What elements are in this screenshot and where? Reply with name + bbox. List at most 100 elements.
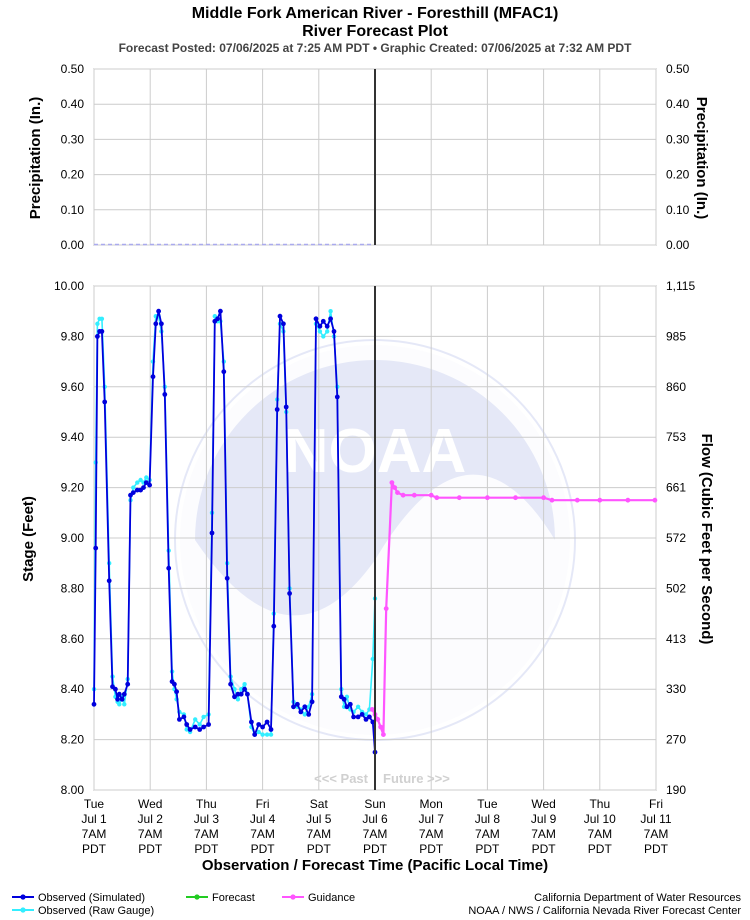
stage-tick-label: 9.00 <box>61 531 85 545</box>
time-tick-label: Jul 10 <box>584 812 616 826</box>
stage-tick-label: 8.40 <box>61 682 85 696</box>
time-tick-label: 7AM <box>194 827 219 841</box>
observed-raw-gauge-point <box>256 729 261 735</box>
guidance-point <box>392 485 398 490</box>
legend-label-forecast: Forecast <box>212 892 255 904</box>
guidance-point <box>375 717 381 722</box>
observed-simulated-point <box>102 399 108 405</box>
observed-simulated-point <box>106 578 112 584</box>
observed-simulated-point <box>281 321 286 327</box>
observed-simulated-point <box>331 329 337 334</box>
time-tick-label: PDT <box>138 842 163 856</box>
time-tick-label: Fri <box>256 797 270 811</box>
observed-simulated-point <box>181 714 187 720</box>
precipitation-series <box>94 69 376 246</box>
observed-raw-gauge-point <box>370 656 375 662</box>
observed-simulated-point <box>271 623 277 629</box>
observed-simulated-point <box>119 696 125 702</box>
observed-raw-gauge-point <box>99 316 105 321</box>
observed-simulated-point <box>242 686 248 692</box>
stage-tick-label: 8.60 <box>61 632 85 646</box>
stage-tick-label: 8.20 <box>61 733 85 747</box>
time-tick-label: Jul 8 <box>475 812 501 826</box>
chart-subtitle: Forecast Posted: 07/06/2025 at 7:25 AM P… <box>119 41 633 55</box>
legend-label-guidance: Guidance <box>308 892 355 904</box>
guidance-point <box>652 497 658 503</box>
observed-simulated-point <box>162 392 168 397</box>
observed-simulated-point <box>317 323 323 329</box>
observed-simulated-point <box>159 321 164 327</box>
precipitation-tick-label-right: 0.40 <box>666 97 690 111</box>
observed-simulated-point <box>302 704 308 710</box>
credit-line-2: NOAA / NWS / California Nevada River For… <box>468 905 741 917</box>
observed-simulated-point <box>232 694 237 700</box>
guidance-point <box>434 495 440 501</box>
observed-simulated-point <box>287 591 292 596</box>
time-tick-label: Wed <box>531 797 555 811</box>
time-tick-label: Thu <box>589 797 610 811</box>
precipitation-right-axis-label: Precipitation (In.) <box>693 97 710 220</box>
observed-simulated-point <box>130 490 136 495</box>
time-tick-label: Jul 11 <box>640 812 671 826</box>
observed-simulated-point <box>235 691 241 697</box>
observed-simulated-point <box>344 704 350 710</box>
chart-title-line2: River Forecast Plot <box>302 23 449 40</box>
time-tick-label: Jul 4 <box>250 812 276 826</box>
observed-raw-gauge-point <box>193 717 198 722</box>
observed-simulated-point <box>192 724 198 730</box>
observed-simulated-point <box>201 724 207 730</box>
observed-simulated-point <box>115 696 120 702</box>
time-tick-label: 7AM <box>587 827 612 841</box>
observed-simulated-point <box>174 689 180 695</box>
legend-label-observed-raw-gauge: Observed (Raw Gauge) <box>38 905 154 917</box>
observed-raw-gauge-point <box>131 485 136 490</box>
time-tick-label: PDT <box>532 842 557 856</box>
observed-simulated-point <box>291 704 296 710</box>
observed-simulated-point <box>143 480 149 485</box>
observed-simulated-point <box>156 308 162 314</box>
time-tick-label: PDT <box>194 842 219 856</box>
observed-simulated-point <box>277 313 283 319</box>
observed-raw-gauge-point <box>363 712 369 717</box>
observed-simulated-point <box>347 701 353 707</box>
observed-simulated-point <box>351 714 356 720</box>
time-tick-label: Tue <box>84 797 105 811</box>
time-tick-label: Jul 5 <box>306 812 332 826</box>
observed-simulated-point <box>91 701 97 707</box>
observed-simulated-point <box>147 482 153 488</box>
precipitation-tick-label-right: 0.30 <box>666 132 690 146</box>
observed-raw-gauge-point <box>302 712 307 717</box>
guidance-point <box>549 497 555 503</box>
observed-simulated-point <box>172 681 177 687</box>
observed-simulated-point <box>224 575 230 581</box>
observed-raw-gauge-point <box>239 687 244 692</box>
stage-tick-label: 8.80 <box>61 581 85 595</box>
observed-raw-gauge-point <box>197 722 202 727</box>
chart-title-line1: Middle Fork American River - Foresthill … <box>192 5 559 22</box>
precipitation-left-axis-label: Precipitation (In.) <box>27 97 44 220</box>
precipitation-tick-label-left: 0.00 <box>61 238 85 252</box>
time-tick-label: PDT <box>251 842 276 856</box>
guidance-point <box>574 497 580 503</box>
precipitation-tick-label-right: 0.10 <box>666 203 690 217</box>
observed-simulated-point <box>153 321 159 327</box>
stage-tick-label: 9.60 <box>61 380 85 394</box>
time-tick-label: Jul 1 <box>81 812 107 826</box>
observed-simulated-point <box>309 699 315 705</box>
future-annotation: Future >>> <box>383 771 450 786</box>
guidance-point <box>381 732 386 737</box>
time-tick-label: PDT <box>475 842 500 856</box>
flow-tick-label: 985 <box>666 329 686 343</box>
observed-raw-gauge-point <box>95 321 100 326</box>
time-tick-label: 7AM <box>82 827 107 841</box>
time-tick-label: Jul 6 <box>362 812 388 826</box>
stage-left-ticks: 8.00 8.20 8.40 8.60 8.80 9.00 9.20 9.40 9.60 9.80… <box>54 279 84 797</box>
observed-raw-gauge-point <box>321 334 326 339</box>
precipitation-tick-label-right: 0.50 <box>666 62 690 76</box>
stage-tick-label: 9.20 <box>61 481 85 495</box>
guidance-point <box>456 495 462 501</box>
time-tick-label: Jul 2 <box>138 812 164 826</box>
observed-raw-gauge-point <box>328 309 333 314</box>
legend-swatch-marker-observed-raw-gauge <box>20 907 26 913</box>
